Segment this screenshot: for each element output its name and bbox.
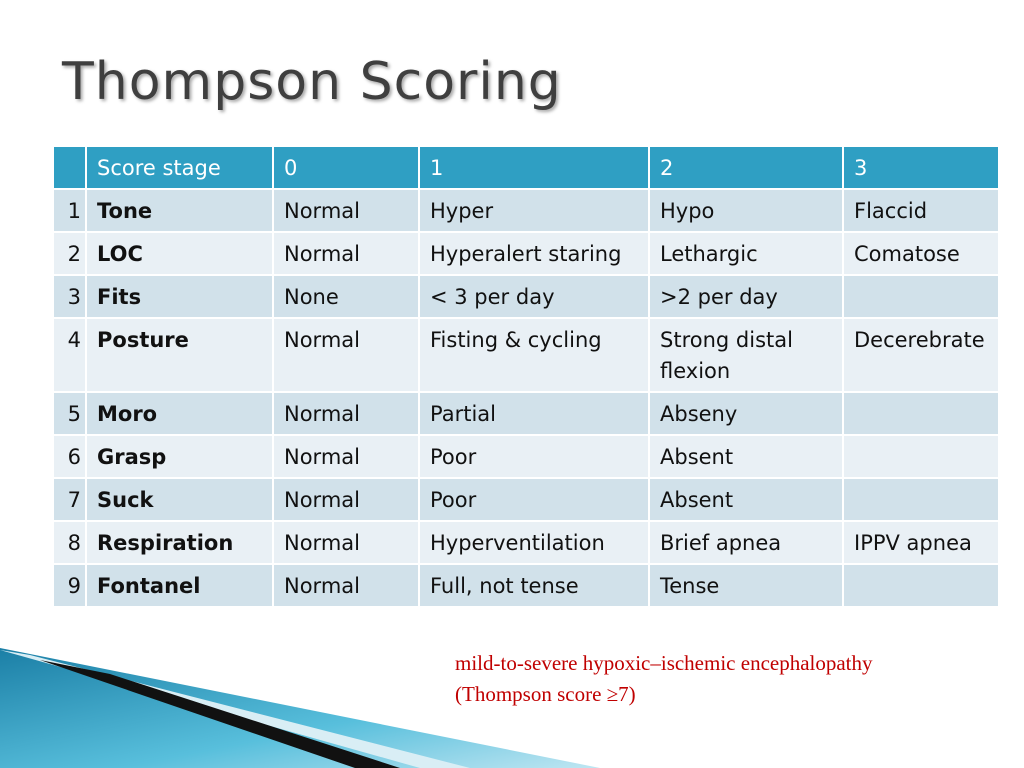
score-0-cell: Normal [272, 188, 420, 233]
stage-cell: Grasp [85, 434, 274, 479]
table-row: 4 Posture Normal Fisting & cycling Strong di… [52, 317, 1000, 393]
score-0-cell: Normal [272, 434, 420, 479]
score-3-cell [842, 477, 1000, 522]
row-number-cell: 3 [52, 274, 87, 319]
score-2-cell: >2 per day [648, 274, 844, 319]
table-row: 5 Moro Normal Partial Abseny [52, 391, 1000, 436]
row-number-cell: 9 [52, 563, 87, 608]
score-0-cell: Normal [272, 317, 420, 393]
table-row: 6 Grasp Normal Poor Absent [52, 434, 1000, 479]
score-0-cell: Normal [272, 391, 420, 436]
score-0-cell: Normal [272, 231, 420, 276]
score-0-cell: Normal [272, 563, 420, 608]
score-0-cell: None [272, 274, 420, 319]
score-1-cell: Hyperventilation [418, 520, 650, 565]
header-cell: 1 [418, 145, 650, 190]
score-1-cell: Full, not tense [418, 563, 650, 608]
row-number-cell: 2 [52, 231, 87, 276]
table-row: 2 LOC Normal Hyperalert staring Lethargic Com… [52, 231, 1000, 276]
score-2-cell: Lethargic [648, 231, 844, 276]
stage-cell: Tone [85, 188, 274, 233]
score-2-cell: Tense [648, 563, 844, 608]
header-cell: 2 [648, 145, 844, 190]
row-number-cell: 8 [52, 520, 87, 565]
score-3-cell [842, 434, 1000, 479]
header-cell: 3 [842, 145, 1000, 190]
score-3-cell: Comatose [842, 231, 1000, 276]
header-cell: 0 [272, 145, 420, 190]
swoosh [0, 648, 600, 768]
table-row: 1 Tone Normal Hyper Hypo Flaccid [52, 188, 1000, 233]
stage-cell: Fits [85, 274, 274, 319]
stage-cell: Respiration [85, 520, 274, 565]
score-3-cell [842, 391, 1000, 436]
row-number-cell: 6 [52, 434, 87, 479]
score-2-cell: Absent [648, 434, 844, 479]
score-3-cell: Flaccid [842, 188, 1000, 233]
table-row: 9 Fontanel Normal Full, not tense Tense [52, 563, 1000, 608]
score-1-cell: Poor [418, 477, 650, 522]
score-1-cell: Hyperalert staring [418, 231, 650, 276]
score-1-cell: Partial [418, 391, 650, 436]
score-2-cell: Brief apnea [648, 520, 844, 565]
row-number-cell: 4 [52, 317, 87, 393]
header-cell: Score stage [85, 145, 274, 190]
score-1-cell: Poor [418, 434, 650, 479]
score-2-cell: Strong distal flexion [648, 317, 844, 393]
table-row: Score stage 0 1 2 3 [52, 145, 1000, 190]
footnote: mild-to-severe hypoxic–ischemic encephal… [455, 648, 873, 710]
row-number-cell: 5 [52, 391, 87, 436]
score-3-cell: Decerebrate [842, 317, 1000, 393]
score-3-cell [842, 563, 1000, 608]
stage-cell: Suck [85, 477, 274, 522]
swoosh-dark [40, 660, 400, 768]
score-3-cell: IPPV apnea [842, 520, 1000, 565]
score-2-cell: Hypo [648, 188, 844, 233]
footnote-line: mild-to-severe hypoxic–ischemic encephal… [455, 651, 873, 675]
score-2-cell: Abseny [648, 391, 844, 436]
stage-cell: Moro [85, 391, 274, 436]
stage-cell: Posture [85, 317, 274, 393]
slide-title: Thompson Scoring [62, 52, 562, 112]
table-row: 8 Respiration Normal Hyperventilation Brief … [52, 520, 1000, 565]
stage-cell: LOC [85, 231, 274, 276]
score-1-cell: Hyper [418, 188, 650, 233]
stage-cell: Fontanel [85, 563, 274, 608]
row-number-cell: 1 [52, 188, 87, 233]
footnote-line: (Thompson score ≥7) [455, 682, 636, 706]
row-number-cell: 7 [52, 477, 87, 522]
score-0-cell: Normal [272, 477, 420, 522]
score-table: Score stage 0 1 2 3 1 Tone Normal Hyper Hypo Flacc… [52, 145, 1000, 608]
score-3-cell [842, 274, 1000, 319]
header-cell [52, 145, 87, 190]
score-0-cell: Normal [272, 520, 420, 565]
table-row: 7 Suck Normal Poor Absent [52, 477, 1000, 522]
score-2-cell: Absent [648, 477, 844, 522]
score-1-cell: < 3 per day [418, 274, 650, 319]
table-row: 3 Fits None < 3 per day >2 per day [52, 274, 1000, 319]
score-1-cell: Fisting & cycling [418, 317, 650, 393]
